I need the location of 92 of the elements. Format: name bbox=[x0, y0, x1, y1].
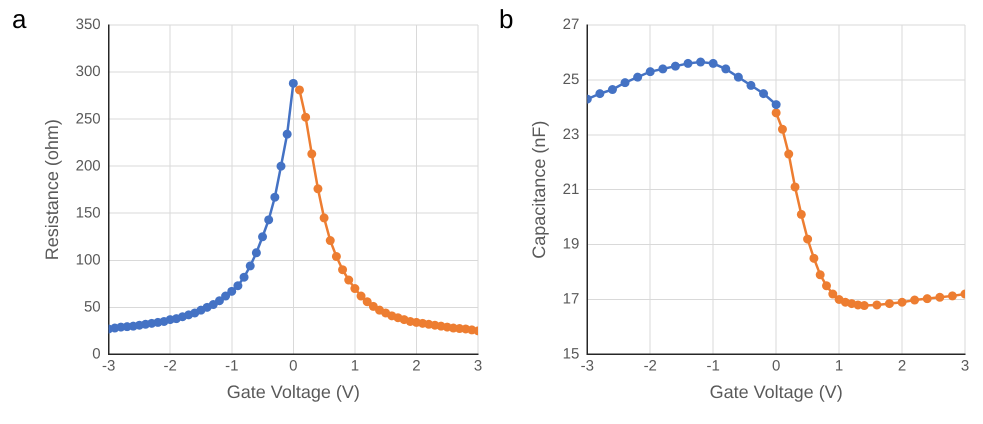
x-tick-label: 3 bbox=[474, 358, 482, 375]
point bbox=[301, 112, 310, 122]
point bbox=[784, 150, 794, 159]
point bbox=[252, 248, 261, 258]
point bbox=[816, 270, 825, 280]
point bbox=[910, 296, 920, 305]
point bbox=[356, 292, 366, 301]
point bbox=[803, 234, 812, 244]
point bbox=[233, 281, 242, 290]
point bbox=[734, 72, 743, 82]
y-tick-label: 300 bbox=[76, 63, 101, 80]
point bbox=[307, 149, 316, 158]
x-tick-label: -3 bbox=[580, 358, 594, 375]
x-tick-label: 2 bbox=[898, 358, 906, 375]
y-tick-label: 100 bbox=[76, 251, 101, 268]
point bbox=[221, 292, 230, 301]
point bbox=[246, 261, 255, 270]
point bbox=[790, 182, 800, 192]
point bbox=[696, 58, 706, 67]
point bbox=[948, 291, 957, 300]
point bbox=[778, 124, 787, 134]
point bbox=[646, 67, 655, 76]
x-tick-label: 3 bbox=[960, 358, 970, 375]
point bbox=[796, 210, 806, 219]
point bbox=[264, 215, 274, 224]
point bbox=[288, 78, 298, 88]
x-axis-title: Gate Voltage (V) bbox=[710, 382, 843, 402]
x-tick-label: 1 bbox=[834, 358, 844, 375]
y-axis-title: Capacitance (nF) bbox=[528, 120, 549, 259]
y-tick-label: 50 bbox=[84, 298, 101, 316]
y-tick-label: 17 bbox=[562, 290, 580, 308]
y-axis-title: Resistance (ohm) bbox=[42, 119, 62, 260]
point bbox=[708, 58, 718, 68]
point bbox=[362, 297, 372, 306]
y-tick-label: 19 bbox=[562, 236, 580, 253]
x-tick-label: 2 bbox=[412, 358, 421, 375]
x-tick-label: 0 bbox=[289, 358, 298, 375]
point bbox=[332, 252, 341, 262]
point bbox=[595, 89, 604, 98]
point bbox=[227, 286, 236, 296]
y-tick-label: 27 bbox=[562, 16, 580, 34]
point bbox=[684, 58, 693, 68]
point bbox=[313, 184, 322, 194]
point bbox=[282, 130, 292, 139]
point bbox=[898, 298, 907, 307]
point bbox=[721, 64, 730, 74]
y-tick-label: 250 bbox=[76, 110, 101, 128]
point bbox=[809, 254, 818, 263]
point bbox=[258, 232, 268, 242]
point bbox=[608, 85, 617, 94]
point bbox=[670, 62, 680, 71]
point bbox=[658, 64, 668, 74]
y-tick-label: 25 bbox=[562, 71, 580, 88]
point bbox=[620, 78, 630, 88]
point bbox=[772, 100, 781, 110]
point bbox=[344, 276, 354, 285]
y-tick-label: 150 bbox=[76, 204, 101, 222]
point bbox=[822, 281, 832, 290]
point bbox=[320, 213, 329, 222]
y-tick-label: 21 bbox=[562, 180, 580, 198]
point bbox=[884, 299, 894, 308]
point bbox=[276, 162, 286, 171]
x-axis-title: Gate Voltage (V) bbox=[226, 382, 360, 402]
point bbox=[338, 265, 348, 274]
point bbox=[270, 192, 280, 202]
x-tick-label: -3 bbox=[102, 358, 116, 375]
point bbox=[759, 89, 768, 98]
y-tick-label: 15 bbox=[562, 346, 580, 363]
point bbox=[872, 300, 882, 310]
y-tick-label: 23 bbox=[562, 126, 580, 143]
point bbox=[772, 108, 781, 118]
point bbox=[922, 294, 932, 304]
y-tick-label: 350 bbox=[76, 16, 101, 34]
point bbox=[633, 72, 642, 82]
y-tick-label: 200 bbox=[76, 157, 101, 174]
point bbox=[294, 85, 304, 94]
text: a bbox=[12, 4, 26, 35]
point bbox=[746, 80, 756, 90]
x-tick-label: -1 bbox=[706, 358, 720, 375]
point bbox=[214, 296, 224, 306]
x-tick-label: 0 bbox=[772, 358, 780, 375]
x-tick-label: -2 bbox=[644, 358, 657, 375]
point bbox=[240, 272, 249, 282]
text: b bbox=[499, 4, 514, 35]
y-tick-label: 0 bbox=[92, 346, 101, 363]
x-tick-label: -1 bbox=[225, 358, 238, 375]
x-tick-label: 1 bbox=[350, 358, 360, 375]
point bbox=[350, 284, 360, 294]
x-tick-label: -2 bbox=[164, 358, 177, 375]
point bbox=[326, 236, 335, 246]
point bbox=[828, 290, 838, 299]
point bbox=[935, 292, 944, 302]
